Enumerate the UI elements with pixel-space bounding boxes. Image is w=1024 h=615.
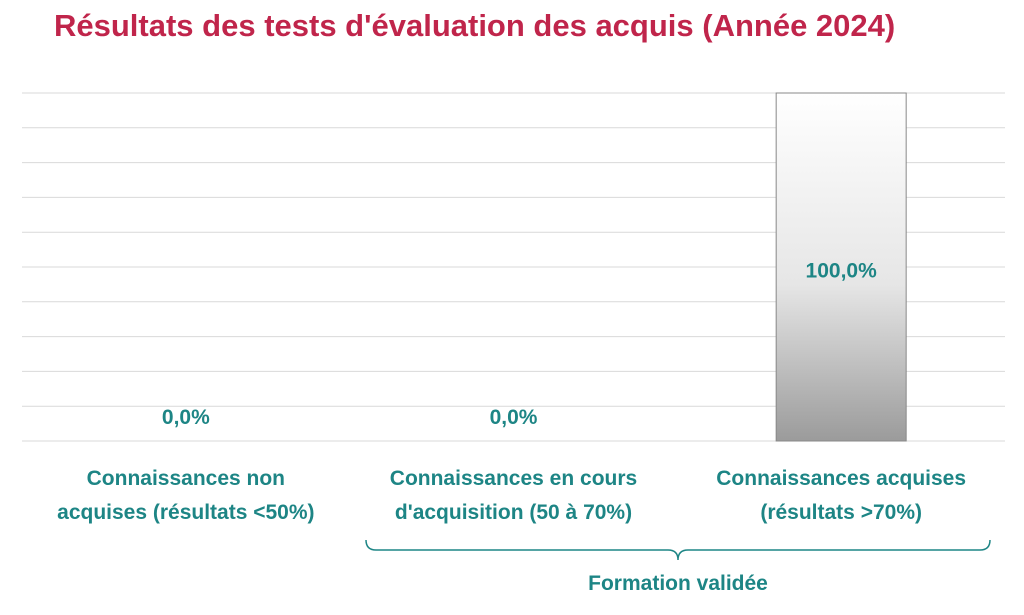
- category-label-line: Connaissances en cours: [389, 467, 638, 490]
- category-label-3: Connaissances acquises (résultats >70%): [681, 462, 1001, 530]
- category-label-line: (résultats >70%): [760, 501, 922, 524]
- category-label-line: acquises (résultats <50%): [57, 501, 315, 524]
- group-brace: [365, 539, 991, 561]
- bars: [775, 92, 907, 442]
- data-label-3: 100,0%: [806, 259, 878, 282]
- category-label-2: Connaissances en cours d'acquisition (50 …: [354, 462, 674, 530]
- data-label-1: 0,0%: [162, 406, 210, 429]
- category-label-line: Connaissances non: [86, 467, 286, 490]
- data-label-2: 0,0%: [490, 406, 538, 429]
- bar-3: [775, 92, 907, 442]
- chart-title: Résultats des tests d'évaluation des acq…: [54, 8, 896, 43]
- category-label-1: Connaissances non acquises (résultats <50…: [26, 462, 346, 530]
- category-label-line: d'acquisition (50 à 70%): [394, 501, 633, 524]
- category-label-line: Connaissances acquises: [716, 467, 967, 490]
- group-label: Formation validée: [588, 572, 768, 595]
- data-labels: 0,0% 0,0% 100,0%: [162, 259, 877, 429]
